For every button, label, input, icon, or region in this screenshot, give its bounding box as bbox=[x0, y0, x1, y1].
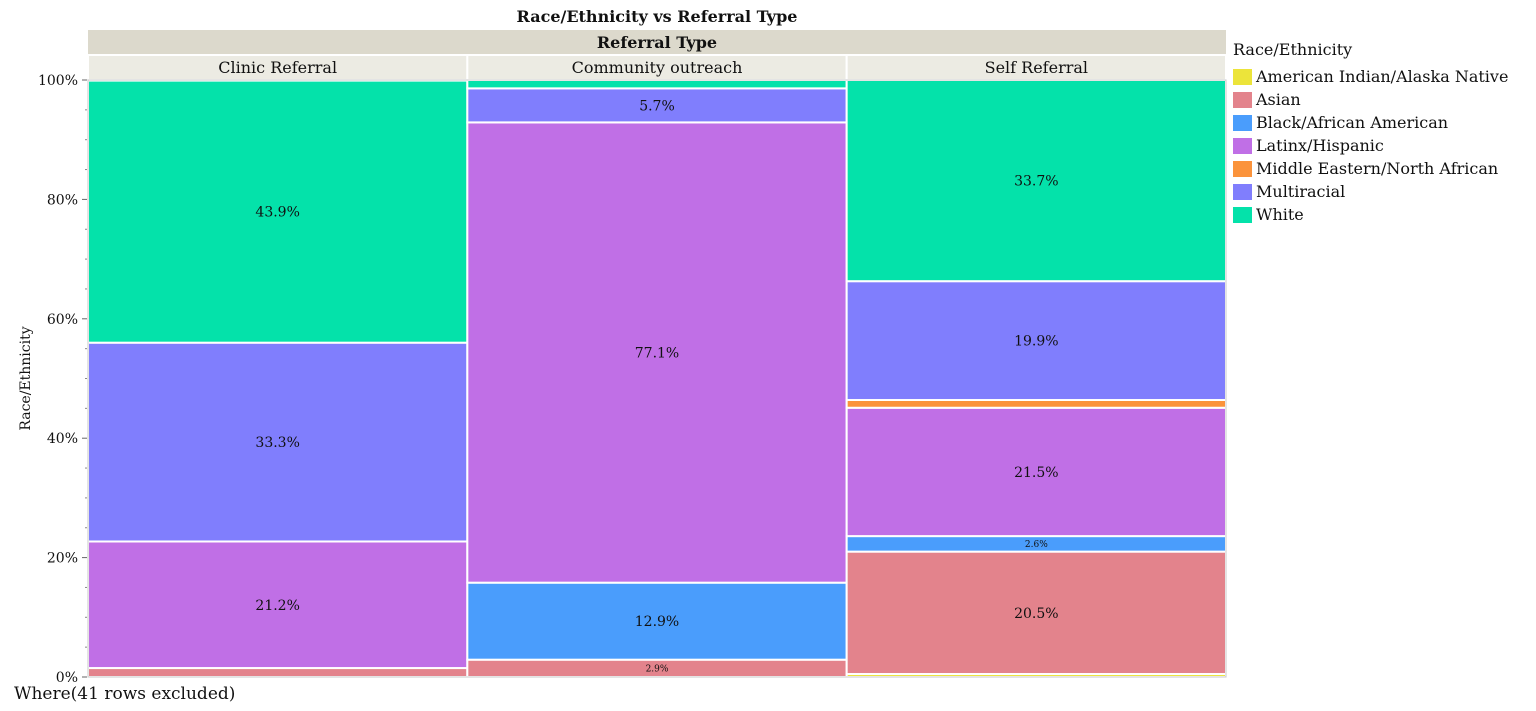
mosaic-tile bbox=[87, 79, 469, 344]
plot-frame bbox=[87, 79, 1227, 678]
legend-item: White bbox=[1233, 203, 1533, 226]
tile-data-label: 19.9% bbox=[1014, 334, 1058, 350]
legend-label: Middle Eastern/North African bbox=[1256, 159, 1499, 178]
legend-item: Latinx/Hispanic bbox=[1233, 134, 1533, 157]
legend-label: Multiracial bbox=[1256, 182, 1346, 201]
mosaic-tile bbox=[87, 667, 469, 678]
tile-data-label: 21.5% bbox=[1014, 465, 1058, 481]
legend-swatch bbox=[1233, 91, 1252, 108]
legend-label: Asian bbox=[1256, 90, 1301, 109]
y-axis-label: Race/Ethnicity bbox=[18, 326, 34, 430]
mosaic-tile bbox=[466, 121, 848, 584]
legend-swatch bbox=[1233, 183, 1252, 200]
tile-data-label: 43.9% bbox=[255, 205, 299, 221]
mosaic-tile bbox=[466, 581, 848, 661]
y-tick-label: 80% bbox=[47, 192, 78, 208]
mosaic-tile bbox=[466, 79, 848, 90]
legend-label: White bbox=[1256, 205, 1304, 224]
legend-title: Race/Ethnicity bbox=[1233, 40, 1353, 59]
tile-data-label: 2.9% bbox=[646, 665, 669, 675]
tile-data-label: 12.9% bbox=[635, 614, 679, 630]
column-header-title: Referral Type bbox=[597, 33, 717, 52]
row-exclusion-note: Where(41 rows excluded) bbox=[14, 684, 236, 704]
legend: Race/Ethnicity American Indian/Alaska Na… bbox=[1233, 40, 1533, 226]
tile-data-label: 33.7% bbox=[1014, 174, 1058, 190]
legend-label: Latinx/Hispanic bbox=[1256, 136, 1384, 155]
y-tick-label: 40% bbox=[47, 431, 78, 447]
mosaic-tile bbox=[466, 87, 848, 124]
legend-swatch bbox=[1233, 160, 1252, 177]
tile-data-label: 2.6% bbox=[1025, 540, 1048, 550]
tile-data-label: 20.5% bbox=[1014, 606, 1058, 622]
chart-title: Race/Ethnicity vs Referral Type bbox=[517, 7, 798, 26]
legend-swatch bbox=[1233, 68, 1252, 85]
tile-data-label: 33.3% bbox=[255, 435, 299, 451]
column-label: Self Referral bbox=[985, 58, 1088, 77]
y-tick-label: 0% bbox=[56, 670, 78, 686]
mosaic-tile bbox=[845, 550, 1228, 676]
legend-label: American Indian/Alaska Native bbox=[1256, 67, 1509, 86]
legend-item: Black/African American bbox=[1233, 111, 1533, 134]
tile-data-label: 5.7% bbox=[639, 98, 675, 114]
column-label: Clinic Referral bbox=[218, 58, 337, 77]
legend-item: Middle Eastern/North African bbox=[1233, 157, 1533, 180]
y-tick-label: 60% bbox=[47, 312, 78, 328]
mosaic-tile bbox=[87, 341, 469, 543]
y-tick-label: 100% bbox=[38, 73, 78, 89]
mosaic-tile bbox=[87, 540, 469, 670]
mosaic-tile bbox=[845, 406, 1228, 538]
legend-swatch bbox=[1233, 114, 1252, 131]
legend-swatch bbox=[1233, 137, 1252, 154]
tile-data-label: 77.1% bbox=[635, 346, 679, 362]
column-header-band bbox=[88, 30, 1226, 55]
legend-swatch bbox=[1233, 206, 1252, 223]
legend-item: American Indian/Alaska Native bbox=[1233, 65, 1533, 88]
mosaic-tile bbox=[845, 398, 1228, 409]
legend-item: Asian bbox=[1233, 88, 1533, 111]
y-tick-label: 20% bbox=[47, 551, 78, 567]
tile-data-label: 21.2% bbox=[255, 598, 299, 614]
column-label: Community outreach bbox=[572, 58, 743, 77]
legend-label: Black/African American bbox=[1256, 113, 1449, 132]
legend-item: Multiracial bbox=[1233, 180, 1533, 203]
column-label-cell bbox=[845, 54, 1228, 81]
